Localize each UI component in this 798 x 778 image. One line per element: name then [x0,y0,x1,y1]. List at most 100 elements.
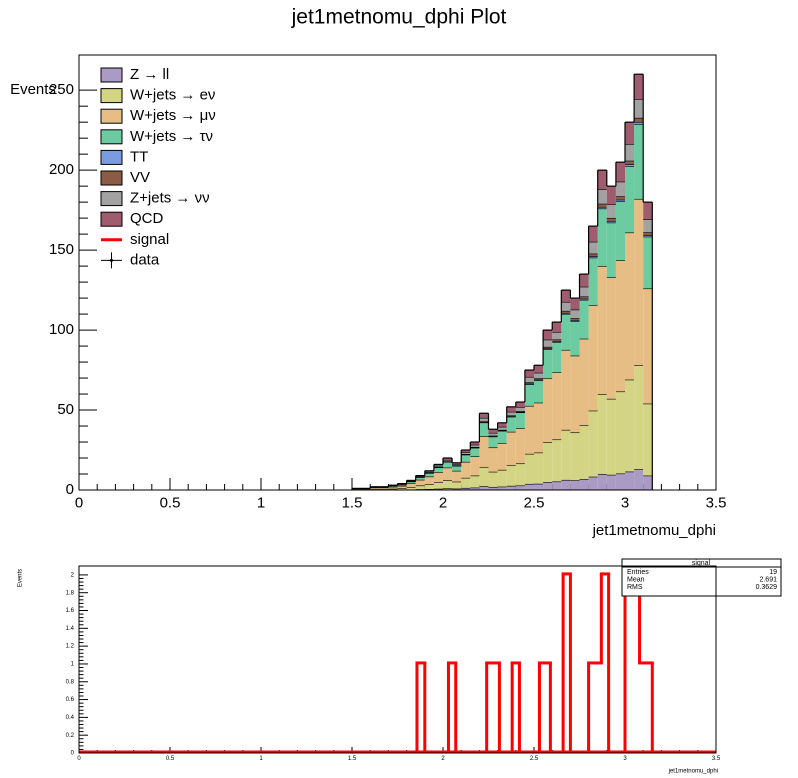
bar [443,480,453,489]
bar [625,122,635,145]
bar [552,372,562,440]
bar [634,365,644,470]
bar [570,321,580,356]
bar [579,425,589,480]
bar [443,459,453,462]
stats-label: Entries [627,569,649,576]
bar [497,469,507,487]
bar [643,232,653,236]
y-tick-label: 0 [66,481,74,498]
bar [597,206,607,209]
plot-area [351,73,653,491]
bar [588,253,598,257]
y-tick-label: 0 [71,751,75,757]
bar [643,202,653,220]
bar [379,487,389,490]
legend-label: W+jets → eν [130,87,215,104]
bar [570,318,580,321]
y-tick-label: 1.2 [66,644,75,650]
bar [488,471,498,487]
y-tick-label: 50 [57,401,74,418]
legend-swatch [100,129,123,145]
legend-swatch [100,108,123,124]
bar [515,463,525,486]
stats-box [621,558,782,597]
bar [479,466,489,487]
bar [588,476,598,490]
bar [588,256,598,258]
bar [506,406,516,412]
bar [579,338,589,426]
y-tick-label: 1.6 [66,608,75,614]
bar [452,462,462,465]
bar [534,372,544,379]
bar [570,432,580,481]
bar [488,447,498,472]
bar [461,450,471,453]
bar [597,189,607,204]
y-tick-label: 0.6 [66,697,75,703]
bar [406,483,416,488]
bar [515,485,525,490]
x-tick-label: 0.5 [166,756,175,762]
y-tick-label: 200 [49,161,74,178]
bar [479,417,489,422]
bar [497,426,507,430]
x-tick-label: 1.5 [348,756,357,762]
bar [543,442,553,483]
legend-label: W+jets → τν [130,128,213,145]
bar [506,416,516,432]
bar [615,199,625,202]
bar [524,384,534,406]
bar [470,475,480,488]
y-tick-label: 100 [49,321,74,338]
bar [443,458,453,460]
bar [597,203,607,207]
stats-title: signal [692,560,711,567]
y-axis-title: Events [10,81,56,98]
y-tick-label: 0.4 [66,715,75,721]
bar [561,479,571,490]
bar [534,452,544,484]
bar [615,260,625,392]
bar [579,286,589,297]
bar [625,232,635,380]
bar [543,349,553,379]
bar [625,164,635,167]
legend-label: data [130,251,160,268]
bar [524,382,534,384]
legend-swatch [100,67,123,83]
stats-value: 19 [769,569,777,576]
stats-label: RMS [627,584,643,591]
bar [452,464,462,466]
x-tick-label: 3.5 [706,494,727,511]
bar [570,298,580,310]
bar [433,482,443,489]
bar [606,217,616,222]
bar [561,290,571,302]
bar [561,310,571,313]
x-axis-title: jet1metnomu_dphi [668,769,718,775]
bar [397,488,407,490]
bar [524,483,534,490]
bar [588,241,598,254]
bar [606,398,616,475]
bar [615,162,625,182]
bar [461,454,471,462]
bar [534,380,544,403]
bar [452,481,462,489]
bar [543,330,553,340]
legend-swatch [100,88,123,104]
bar [634,117,644,123]
bar [370,487,380,490]
bar [424,484,434,490]
bar [561,313,571,350]
bar [497,442,507,470]
bar [615,391,625,474]
legend-label: signal [130,231,169,248]
bar [625,379,635,472]
bar [415,485,425,490]
bar [461,477,471,488]
bar [561,429,571,480]
bar [634,99,644,118]
